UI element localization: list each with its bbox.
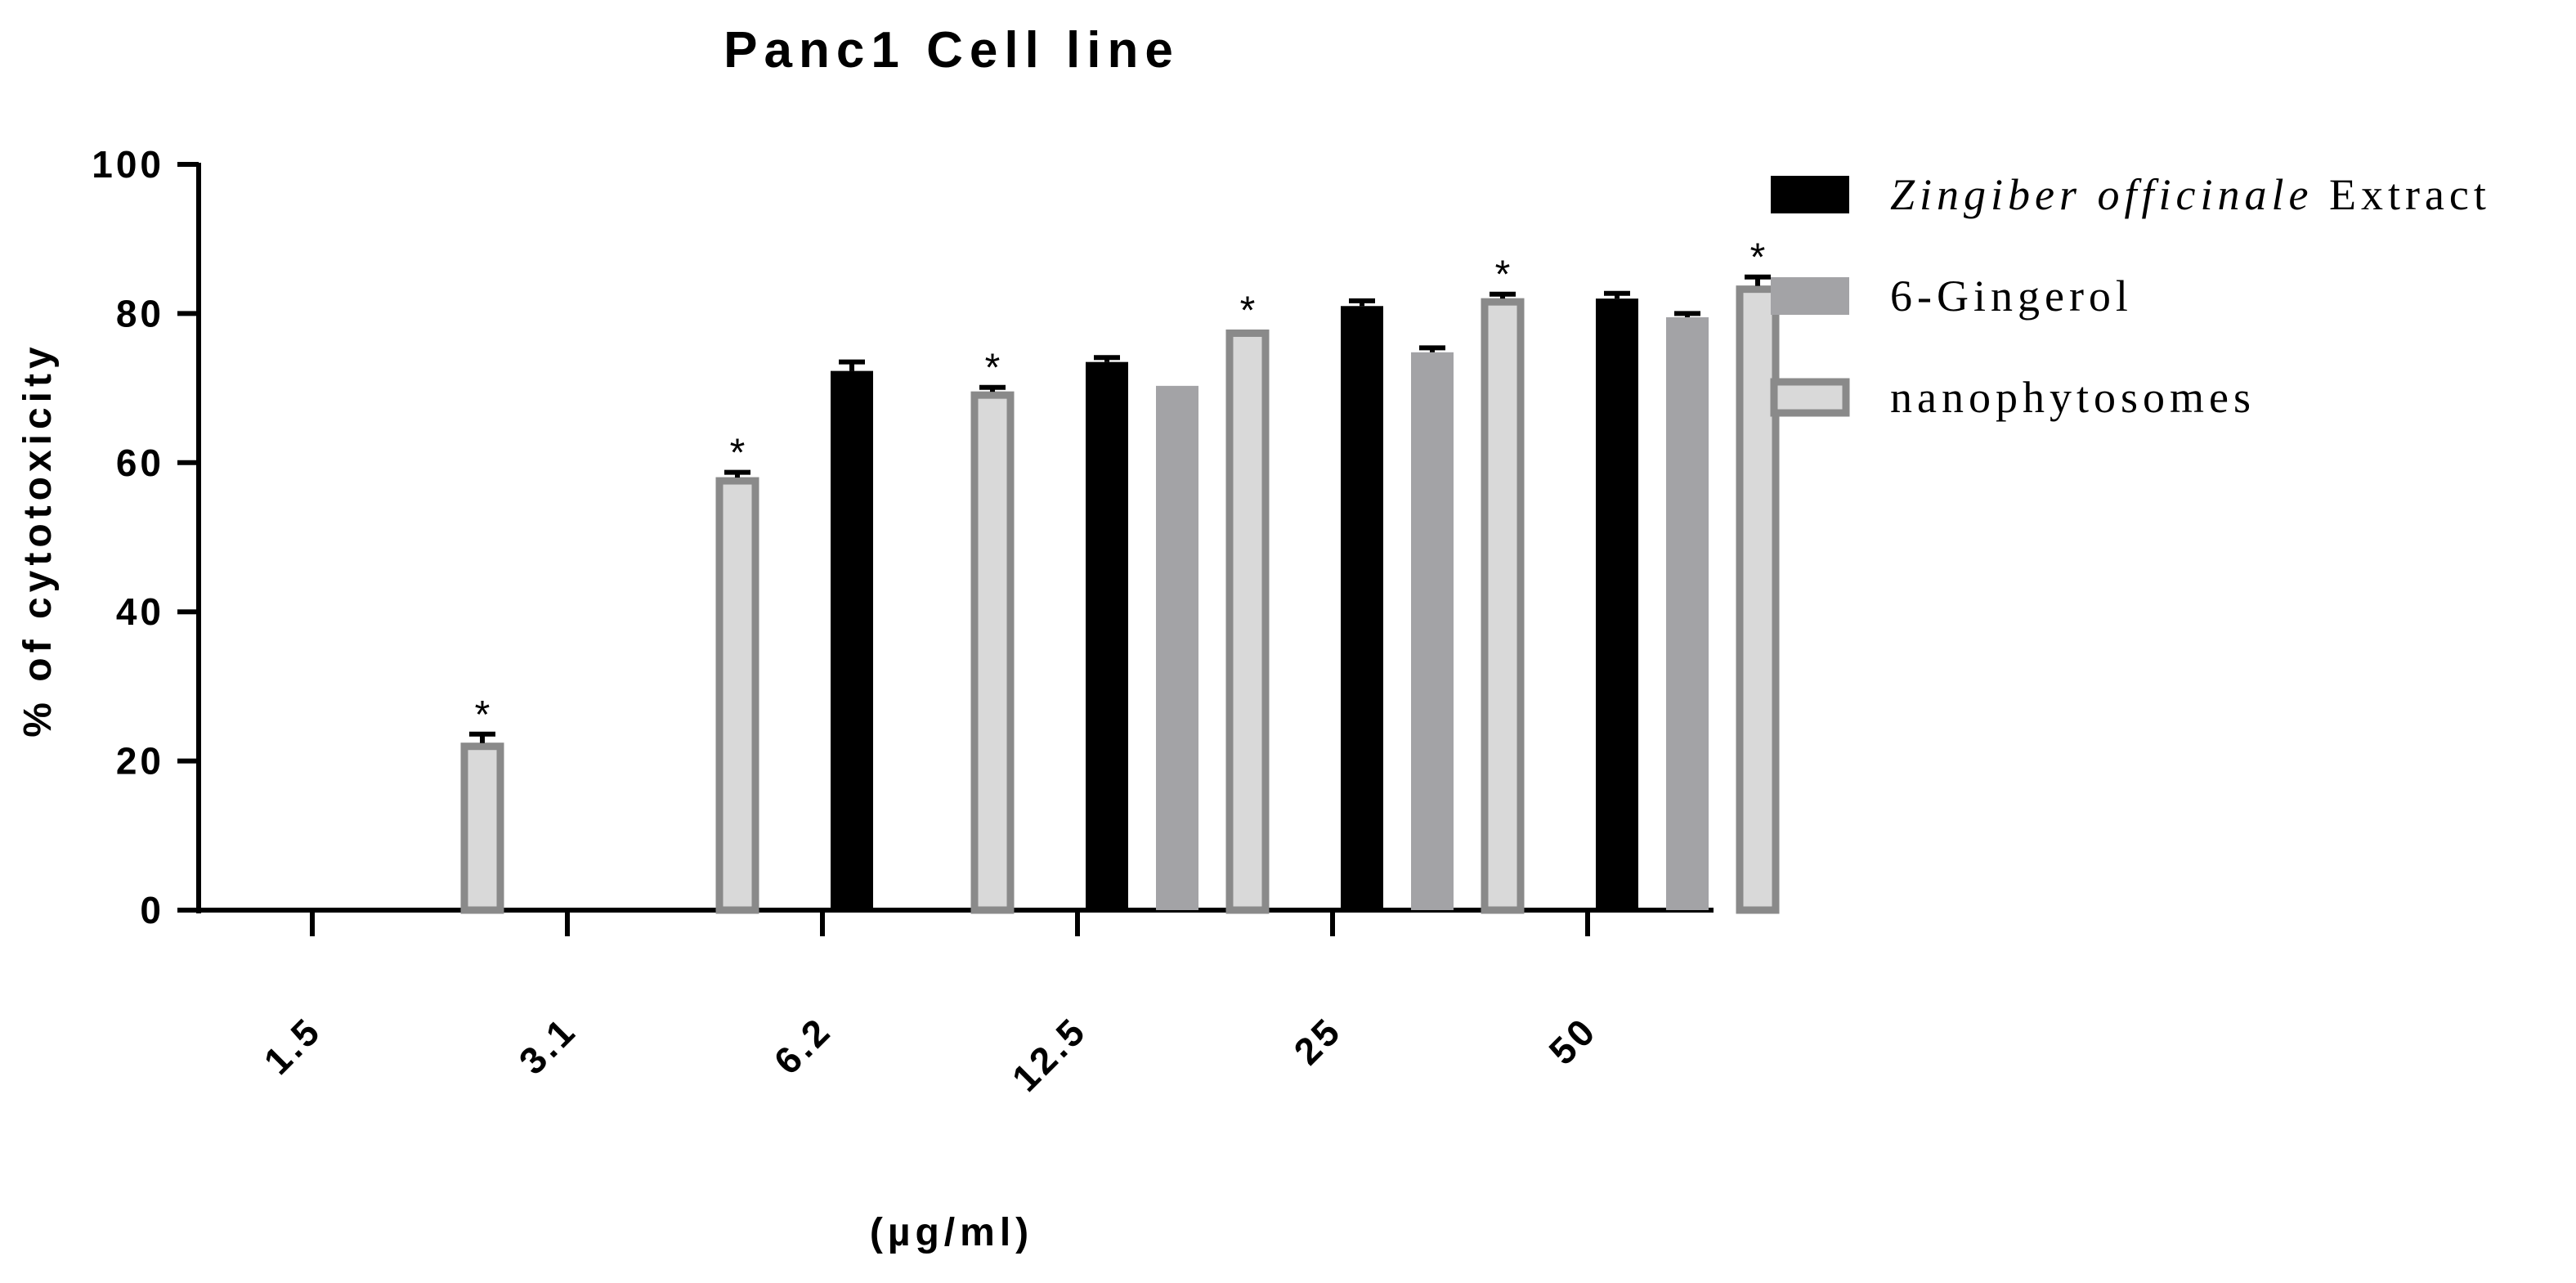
y-tick-label: 80 [116, 292, 164, 334]
bar [1225, 329, 1270, 914]
x-axis-label: (µg/ml) [870, 1211, 1033, 1254]
bar [715, 477, 759, 914]
bar [1666, 316, 1709, 911]
legend-label: nanophytosomes [1890, 373, 2256, 422]
bar [460, 742, 504, 914]
x-tick-label: 6.2 [766, 1008, 840, 1082]
significance-star: * [475, 693, 491, 737]
x-tick-label: 3.1 [511, 1008, 585, 1082]
legend-swatch [1770, 378, 1850, 417]
bar [1411, 352, 1454, 911]
bar [1086, 361, 1128, 910]
significance-star: * [1750, 236, 1766, 280]
significance-star: * [1495, 253, 1511, 297]
legend-swatch [1771, 176, 1849, 213]
legend-label: Zingiber officinale Extract [1890, 170, 2491, 219]
y-axis-label: % of cytotoxicity [16, 342, 60, 737]
y-tick-label: 40 [116, 590, 164, 633]
y-tick-label: 20 [116, 740, 164, 783]
bar [831, 370, 873, 910]
bar [1481, 298, 1525, 914]
axes: 0 20 40 60 80 100 1.5 3.1 6.2 12.5 25 50 [92, 143, 1714, 1100]
legend-label: 6-Gingerol [1890, 271, 2133, 321]
y-tick-label: 100 [92, 143, 164, 186]
significance-star: * [985, 347, 1001, 390]
legend: Zingiber officinale Extract 6-Gingerol nan… [1770, 170, 2491, 422]
x-tick-label: 1.5 [256, 1008, 329, 1082]
significance-star: * [1240, 289, 1256, 332]
legend-swatch [1771, 277, 1849, 315]
x-tick-label: 25 [1285, 1008, 1350, 1073]
y-tick-label: 0 [140, 889, 164, 931]
y-tick-label: 60 [116, 442, 164, 484]
x-tick-label: 12.5 [1004, 1008, 1095, 1099]
bar [1596, 298, 1638, 910]
bar [1736, 285, 1780, 914]
bar [1341, 306, 1383, 910]
x-tick-label: 50 [1540, 1008, 1605, 1073]
bars: * * * * * * [460, 236, 1780, 914]
bar [1156, 385, 1198, 910]
chart-title: Panc1 Cell line [724, 22, 1180, 79]
significance-star: * [730, 432, 746, 475]
bar [970, 391, 1015, 914]
